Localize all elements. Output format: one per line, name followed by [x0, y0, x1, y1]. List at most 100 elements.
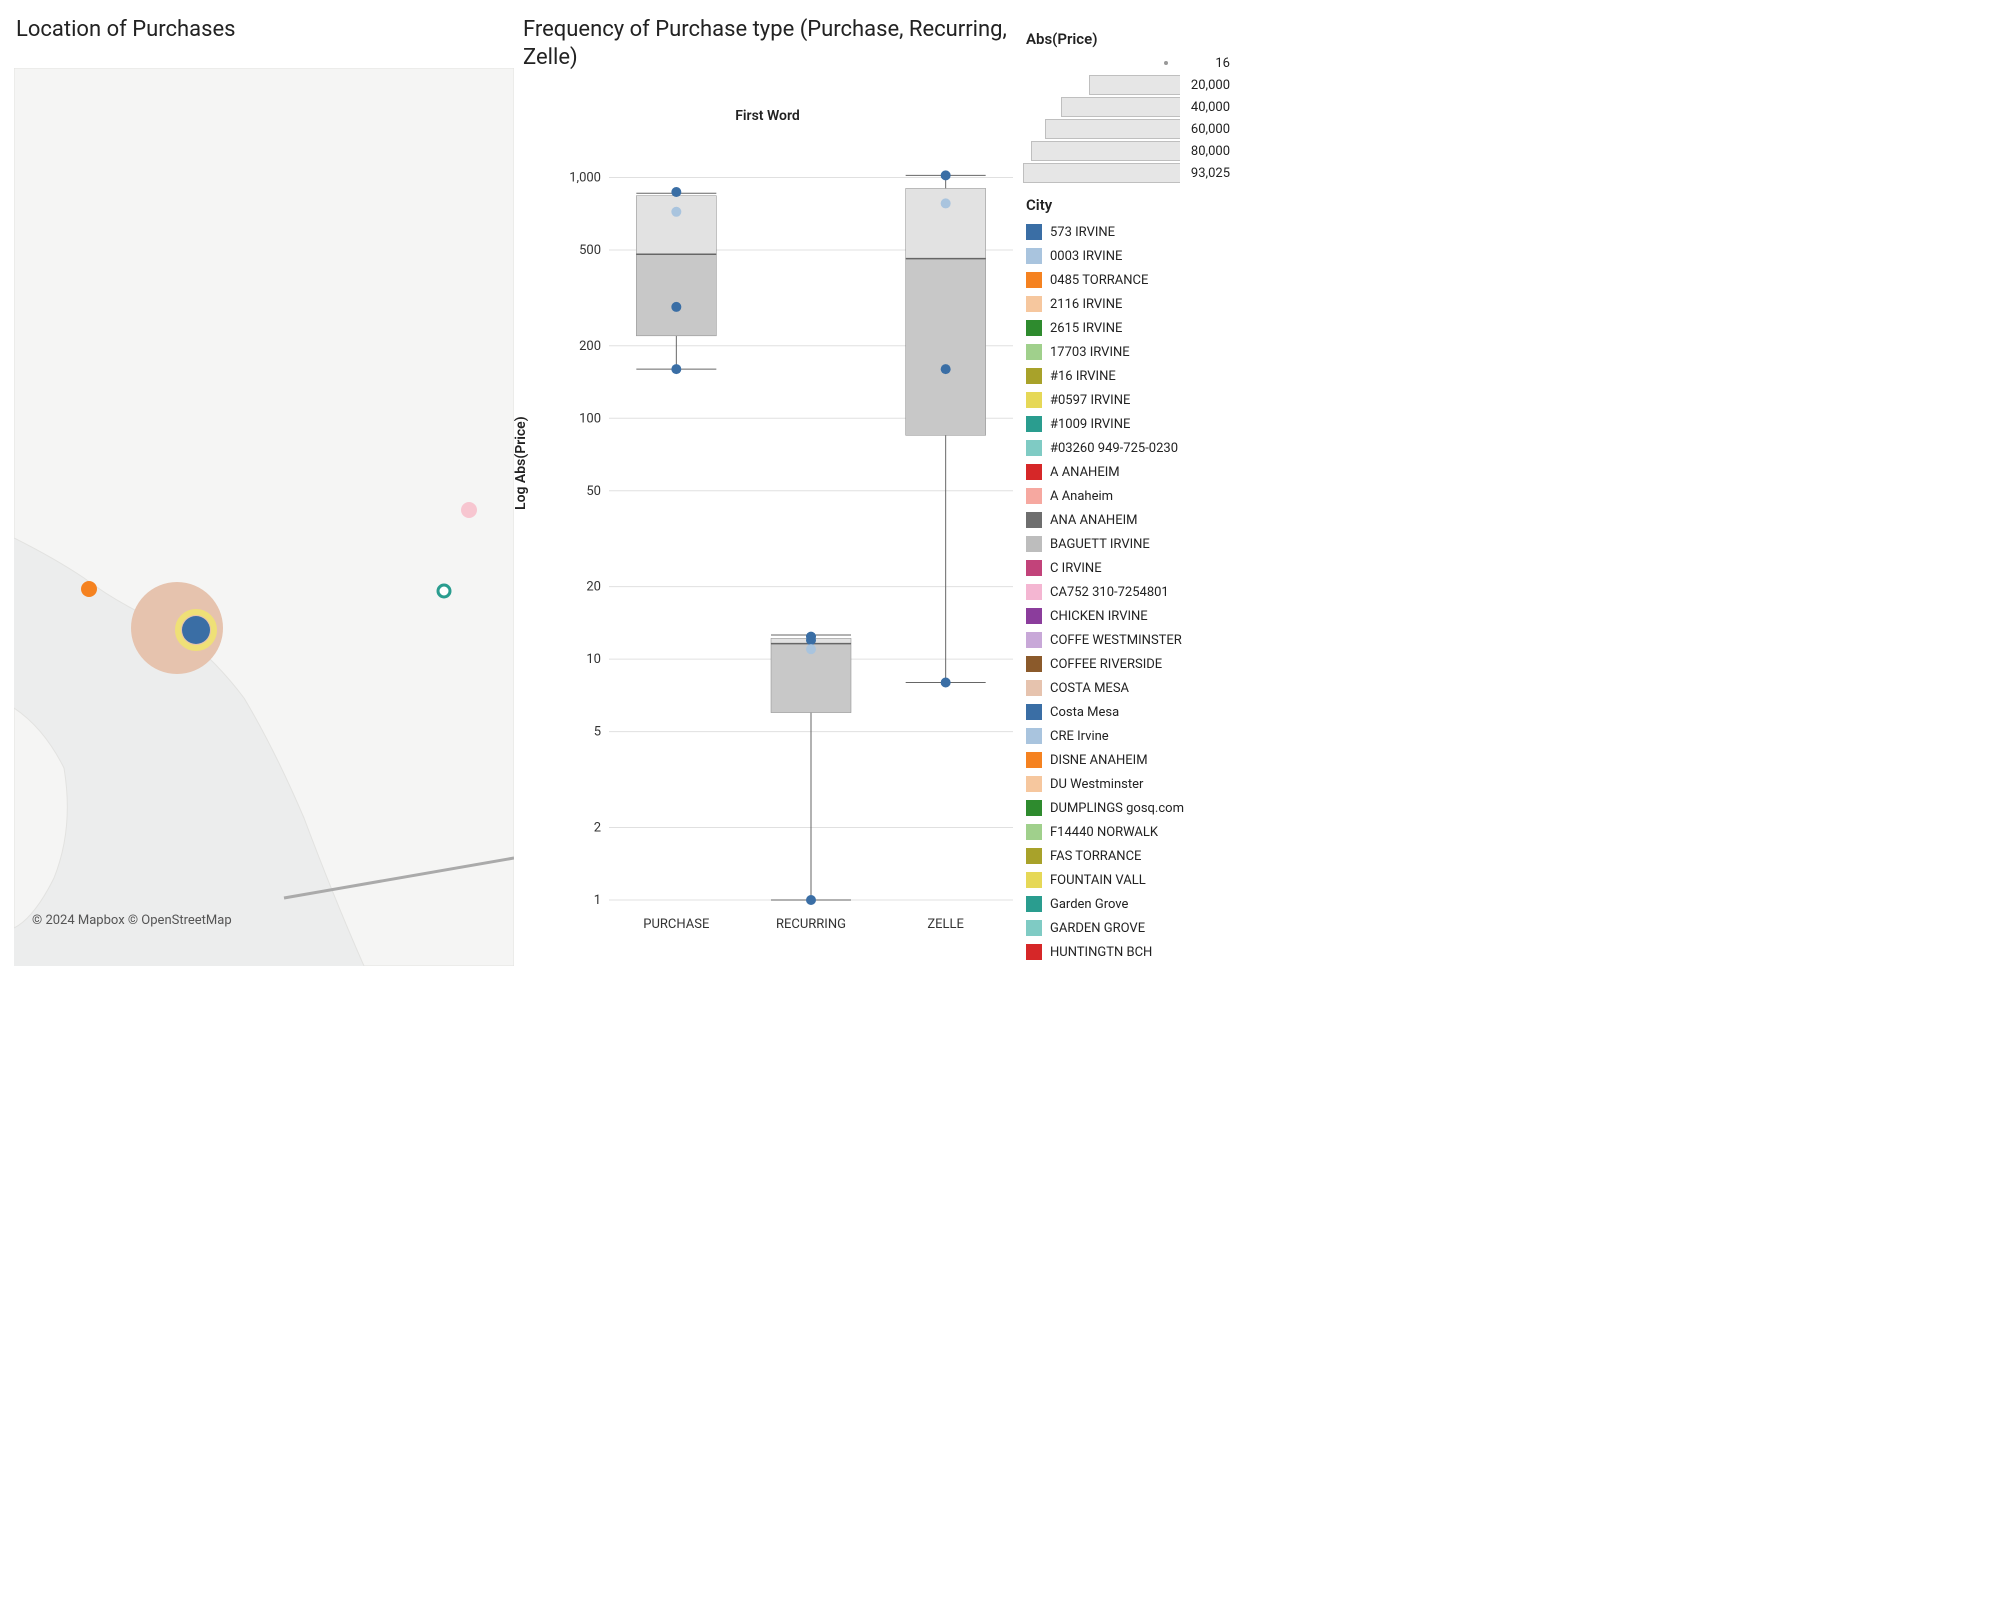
size-legend-row: 40,000 [1020, 96, 1248, 118]
city-swatch [1026, 488, 1042, 504]
city-swatch [1026, 584, 1042, 600]
city-legend-row[interactable]: ANA ANAHEIM [1026, 508, 1246, 532]
city-swatch [1026, 704, 1042, 720]
city-label: FOUNTAIN VALL [1050, 873, 1146, 888]
city-label: A ANAHEIM [1050, 465, 1120, 480]
city-legend-row[interactable]: DUMPLINGS gosq.com [1026, 796, 1246, 820]
boxplot-area[interactable]: 1251020501002005001,000PURCHASERECURRING… [551, 140, 1019, 940]
city-swatch [1026, 536, 1042, 552]
city-legend-row[interactable]: COFFE WESTMINSTER [1026, 628, 1246, 652]
city-swatch [1026, 656, 1042, 672]
city-legend-row[interactable]: A ANAHEIM [1026, 460, 1246, 484]
city-label: HUNTINGTN BCH [1050, 945, 1152, 960]
data-point[interactable] [806, 635, 816, 645]
city-swatch [1026, 680, 1042, 696]
city-legend-row[interactable]: A Anaheim [1026, 484, 1246, 508]
city-label: #1009 IRVINE [1050, 417, 1130, 432]
city-legend-row[interactable]: Costa Mesa [1026, 700, 1246, 724]
data-point[interactable] [806, 895, 816, 905]
city-legend-row[interactable]: 17703 IRVINE [1026, 340, 1246, 364]
data-point[interactable] [806, 644, 816, 654]
city-legend-row[interactable]: F14440 NORWALK [1026, 820, 1246, 844]
city-swatch [1026, 560, 1042, 576]
map-bubble-torrance[interactable] [81, 581, 97, 597]
city-label: BAGUETT IRVINE [1050, 537, 1150, 552]
city-label: CRE Irvine [1050, 729, 1109, 744]
ytick-label: 200 [579, 339, 601, 354]
city-label: Garden Grove [1050, 897, 1128, 912]
city-swatch [1026, 224, 1042, 240]
city-legend-row[interactable]: COSTA MESA [1026, 676, 1246, 700]
city-swatch [1026, 896, 1042, 912]
box-lower[interactable] [636, 254, 716, 336]
city-legend-row[interactable]: #0597 IRVINE [1026, 388, 1246, 412]
city-legend-row[interactable]: GARDEN GROVE [1026, 916, 1246, 940]
city-swatch [1026, 800, 1042, 816]
city-legend-row[interactable]: 573 IRVINE [1026, 220, 1246, 244]
size-legend-row: 93,025 [1020, 162, 1248, 184]
city-swatch [1026, 920, 1042, 936]
city-swatch [1026, 464, 1042, 480]
city-legend-row[interactable]: FOUNTAIN VALL [1026, 868, 1246, 892]
city-legend-row[interactable]: FAS TORRANCE [1026, 844, 1246, 868]
city-label: Costa Mesa [1050, 705, 1119, 720]
city-legend-row[interactable]: CHICKEN IRVINE [1026, 604, 1246, 628]
ytick-label: 50 [586, 484, 601, 499]
city-legend-row[interactable]: #03260 949-725-0230 [1026, 436, 1246, 460]
city-legend: City 573 IRVINE0003 IRVINE0485 TORRANCE2… [1026, 196, 1246, 964]
city-legend-row[interactable]: 2615 IRVINE [1026, 316, 1246, 340]
city-legend-row[interactable]: COFFEE RIVERSIDE [1026, 652, 1246, 676]
map-bubble-irvine[interactable] [182, 616, 210, 644]
category-label: ZELLE [927, 917, 964, 932]
city-swatch [1026, 776, 1042, 792]
ytick-label: 500 [579, 243, 601, 258]
map-bubble-ca752[interactable] [461, 502, 477, 518]
city-legend-row[interactable]: DU Westminster [1026, 772, 1246, 796]
size-legend-title: Abs(Price) [1020, 30, 1248, 48]
data-point[interactable] [941, 170, 951, 180]
map-svg [14, 68, 514, 966]
city-swatch [1026, 848, 1042, 864]
city-legend-row[interactable]: CRE Irvine [1026, 724, 1246, 748]
city-swatch [1026, 272, 1042, 288]
city-legend-row[interactable]: 0003 IRVINE [1026, 244, 1246, 268]
data-point[interactable] [671, 207, 681, 217]
city-label: COFFEE RIVERSIDE [1050, 657, 1162, 672]
city-swatch [1026, 944, 1042, 960]
city-swatch [1026, 344, 1042, 360]
city-legend-row[interactable]: 2116 IRVINE [1026, 292, 1246, 316]
map-bubble-riverside[interactable] [438, 585, 450, 597]
city-legend-row[interactable]: 0485 TORRANCE [1026, 268, 1246, 292]
city-label: 17703 IRVINE [1050, 345, 1130, 360]
ytick-label: 5 [594, 725, 601, 740]
city-legend-row[interactable]: BAGUETT IRVINE [1026, 532, 1246, 556]
city-legend-row[interactable]: #16 IRVINE [1026, 364, 1246, 388]
city-legend-row[interactable]: C IRVINE [1026, 556, 1246, 580]
city-swatch [1026, 296, 1042, 312]
city-label: A Anaheim [1050, 489, 1113, 504]
ytick-label: 100 [579, 411, 601, 426]
data-point[interactable] [941, 677, 951, 687]
city-label: DU Westminster [1050, 777, 1143, 792]
city-legend-row[interactable]: DISNE ANAHEIM [1026, 748, 1246, 772]
city-swatch [1026, 368, 1042, 384]
map-attribution: © 2024 Mapbox © OpenStreetMap [32, 913, 232, 928]
box-upper[interactable] [636, 196, 716, 255]
data-point[interactable] [671, 302, 681, 312]
city-swatch [1026, 248, 1042, 264]
city-legend-row[interactable]: CA752 310-7254801 [1026, 580, 1246, 604]
size-legend-row: 60,000 [1020, 118, 1248, 140]
city-legend-row[interactable]: HUNTINGTN BCH [1026, 940, 1246, 964]
city-legend-row[interactable]: Garden Grove [1026, 892, 1246, 916]
data-point[interactable] [941, 364, 951, 374]
city-label: 2615 IRVINE [1050, 321, 1122, 336]
city-label: GARDEN GROVE [1050, 921, 1145, 936]
city-label: 0485 TORRANCE [1050, 273, 1148, 288]
map-canvas[interactable]: © 2024 Mapbox © OpenStreetMap [14, 68, 514, 966]
data-point[interactable] [941, 198, 951, 208]
data-point[interactable] [671, 187, 681, 197]
size-legend-row: 20,000 [1020, 74, 1248, 96]
city-legend-row[interactable]: #1009 IRVINE [1026, 412, 1246, 436]
data-point[interactable] [671, 364, 681, 374]
box-lower[interactable] [906, 259, 986, 436]
